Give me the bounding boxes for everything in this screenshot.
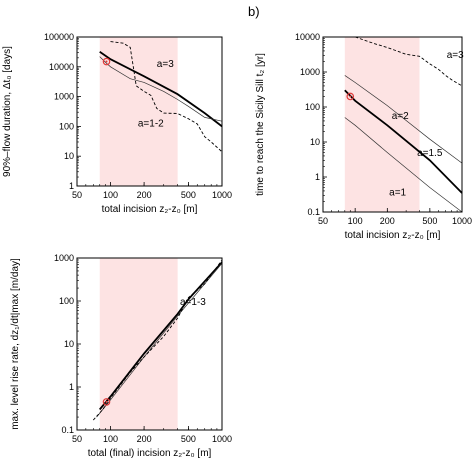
series-annotation: a=3 — [447, 50, 464, 61]
y-tick-label: 1000 — [54, 92, 74, 102]
y-tick-label: 10000 — [295, 32, 320, 42]
series-line-thin — [344, 75, 463, 164]
x-axis-label: total (final) incision z₂-z₀ [m] — [88, 448, 212, 459]
series-annotation: a=1-2 — [138, 118, 164, 129]
x-tick-label: 500 — [181, 190, 196, 200]
x-tick-label: 200 — [137, 434, 152, 444]
y-tick-label: 10 — [64, 339, 74, 349]
x-tick-label: 500 — [422, 216, 437, 226]
y-axis-label: max. level rise rate, dz₁/dt|max [m/day] — [10, 258, 21, 430]
plot-frame — [322, 36, 463, 213]
y-axis-label: time to reach the Sicily Sill t₂ [yr] — [255, 53, 266, 196]
y-tick-label: 100 — [59, 296, 74, 306]
series-line-thick — [344, 89, 463, 194]
series-annotation: a=2 — [392, 111, 409, 122]
shaded-range — [99, 258, 178, 430]
y-tick-label: 1 — [69, 382, 74, 392]
shaded-range — [344, 37, 420, 212]
y-axis-label: 90%–flow duration, Δt₀ [days] — [2, 46, 13, 177]
panel-letter: b) — [248, 4, 260, 19]
x-tick-label: 200 — [137, 190, 152, 200]
y-tick-label: 1000 — [300, 67, 320, 77]
y-tick-label: 0.1 — [307, 207, 320, 217]
highlight-marker-dot — [349, 95, 352, 98]
x-axis-label: total incision z₂-z₀ [m] — [345, 230, 441, 241]
x-tick-label: 50 — [72, 434, 82, 444]
highlight-marker — [346, 92, 355, 101]
y-tick-label: 10 — [310, 137, 320, 147]
y-tick-label: 1 — [315, 172, 320, 182]
y-tick-label: 10000 — [49, 62, 74, 72]
series-annotation: a=1.5 — [417, 148, 443, 159]
highlight-marker-dot — [105, 60, 108, 63]
y-tick-label: 10 — [64, 151, 74, 161]
x-tick-label: 200 — [380, 216, 395, 226]
y-tick-label: 100 — [305, 102, 320, 112]
x-tick-label: 500 — [181, 434, 196, 444]
series-annotation: a=1-3 — [180, 297, 206, 308]
x-tick-label: 50 — [72, 190, 82, 200]
y-tick-label: 1000 — [54, 253, 74, 263]
chart-panel-2: 50 100 200 500 1000 0.1 1 10 100 1000 10000 a=3 a=2 a… — [248, 4, 472, 241]
y-tick-label: 0.1 — [61, 425, 74, 435]
x-tick-label: 1000 — [212, 190, 232, 200]
series-line-thin — [344, 117, 463, 213]
highlight-marker — [102, 398, 111, 406]
series-annotation: a=1 — [389, 187, 406, 198]
highlight-marker-dot — [105, 400, 108, 403]
series-annotation: a=3 — [157, 59, 174, 70]
y-tick-label: 100 — [59, 121, 74, 131]
y-tick-label: 100000 — [44, 32, 74, 42]
x-tick-label: 50 — [318, 216, 328, 226]
series-line-dashed — [110, 41, 223, 153]
plot-frame — [76, 257, 223, 431]
y-tick-label: 1 — [69, 181, 74, 191]
x-axis-label: total incision z₂-z₀ [m] — [102, 204, 198, 215]
x-tick-label: 1000 — [452, 216, 472, 226]
x-tick-label: 1000 — [212, 434, 232, 444]
x-tick-label: 100 — [103, 434, 118, 444]
chart-panel-1: 50 100 200 500 1000 1 10 100 1000 10000 100000 a=3 a… — [2, 32, 232, 215]
series-line-dashed — [355, 36, 463, 87]
series-line-dashed — [92, 259, 223, 421]
x-tick-label: 100 — [348, 216, 363, 226]
plot-frame — [76, 36, 223, 187]
shaded-range — [99, 37, 178, 186]
highlight-marker — [102, 57, 111, 66]
chart-panel-3: 50 100 200 500 1000 0.1 1 10 100 1000 a=1-3 total (… — [10, 253, 232, 459]
x-tick-label: 100 — [103, 190, 118, 200]
series-line-thick — [99, 50, 223, 128]
